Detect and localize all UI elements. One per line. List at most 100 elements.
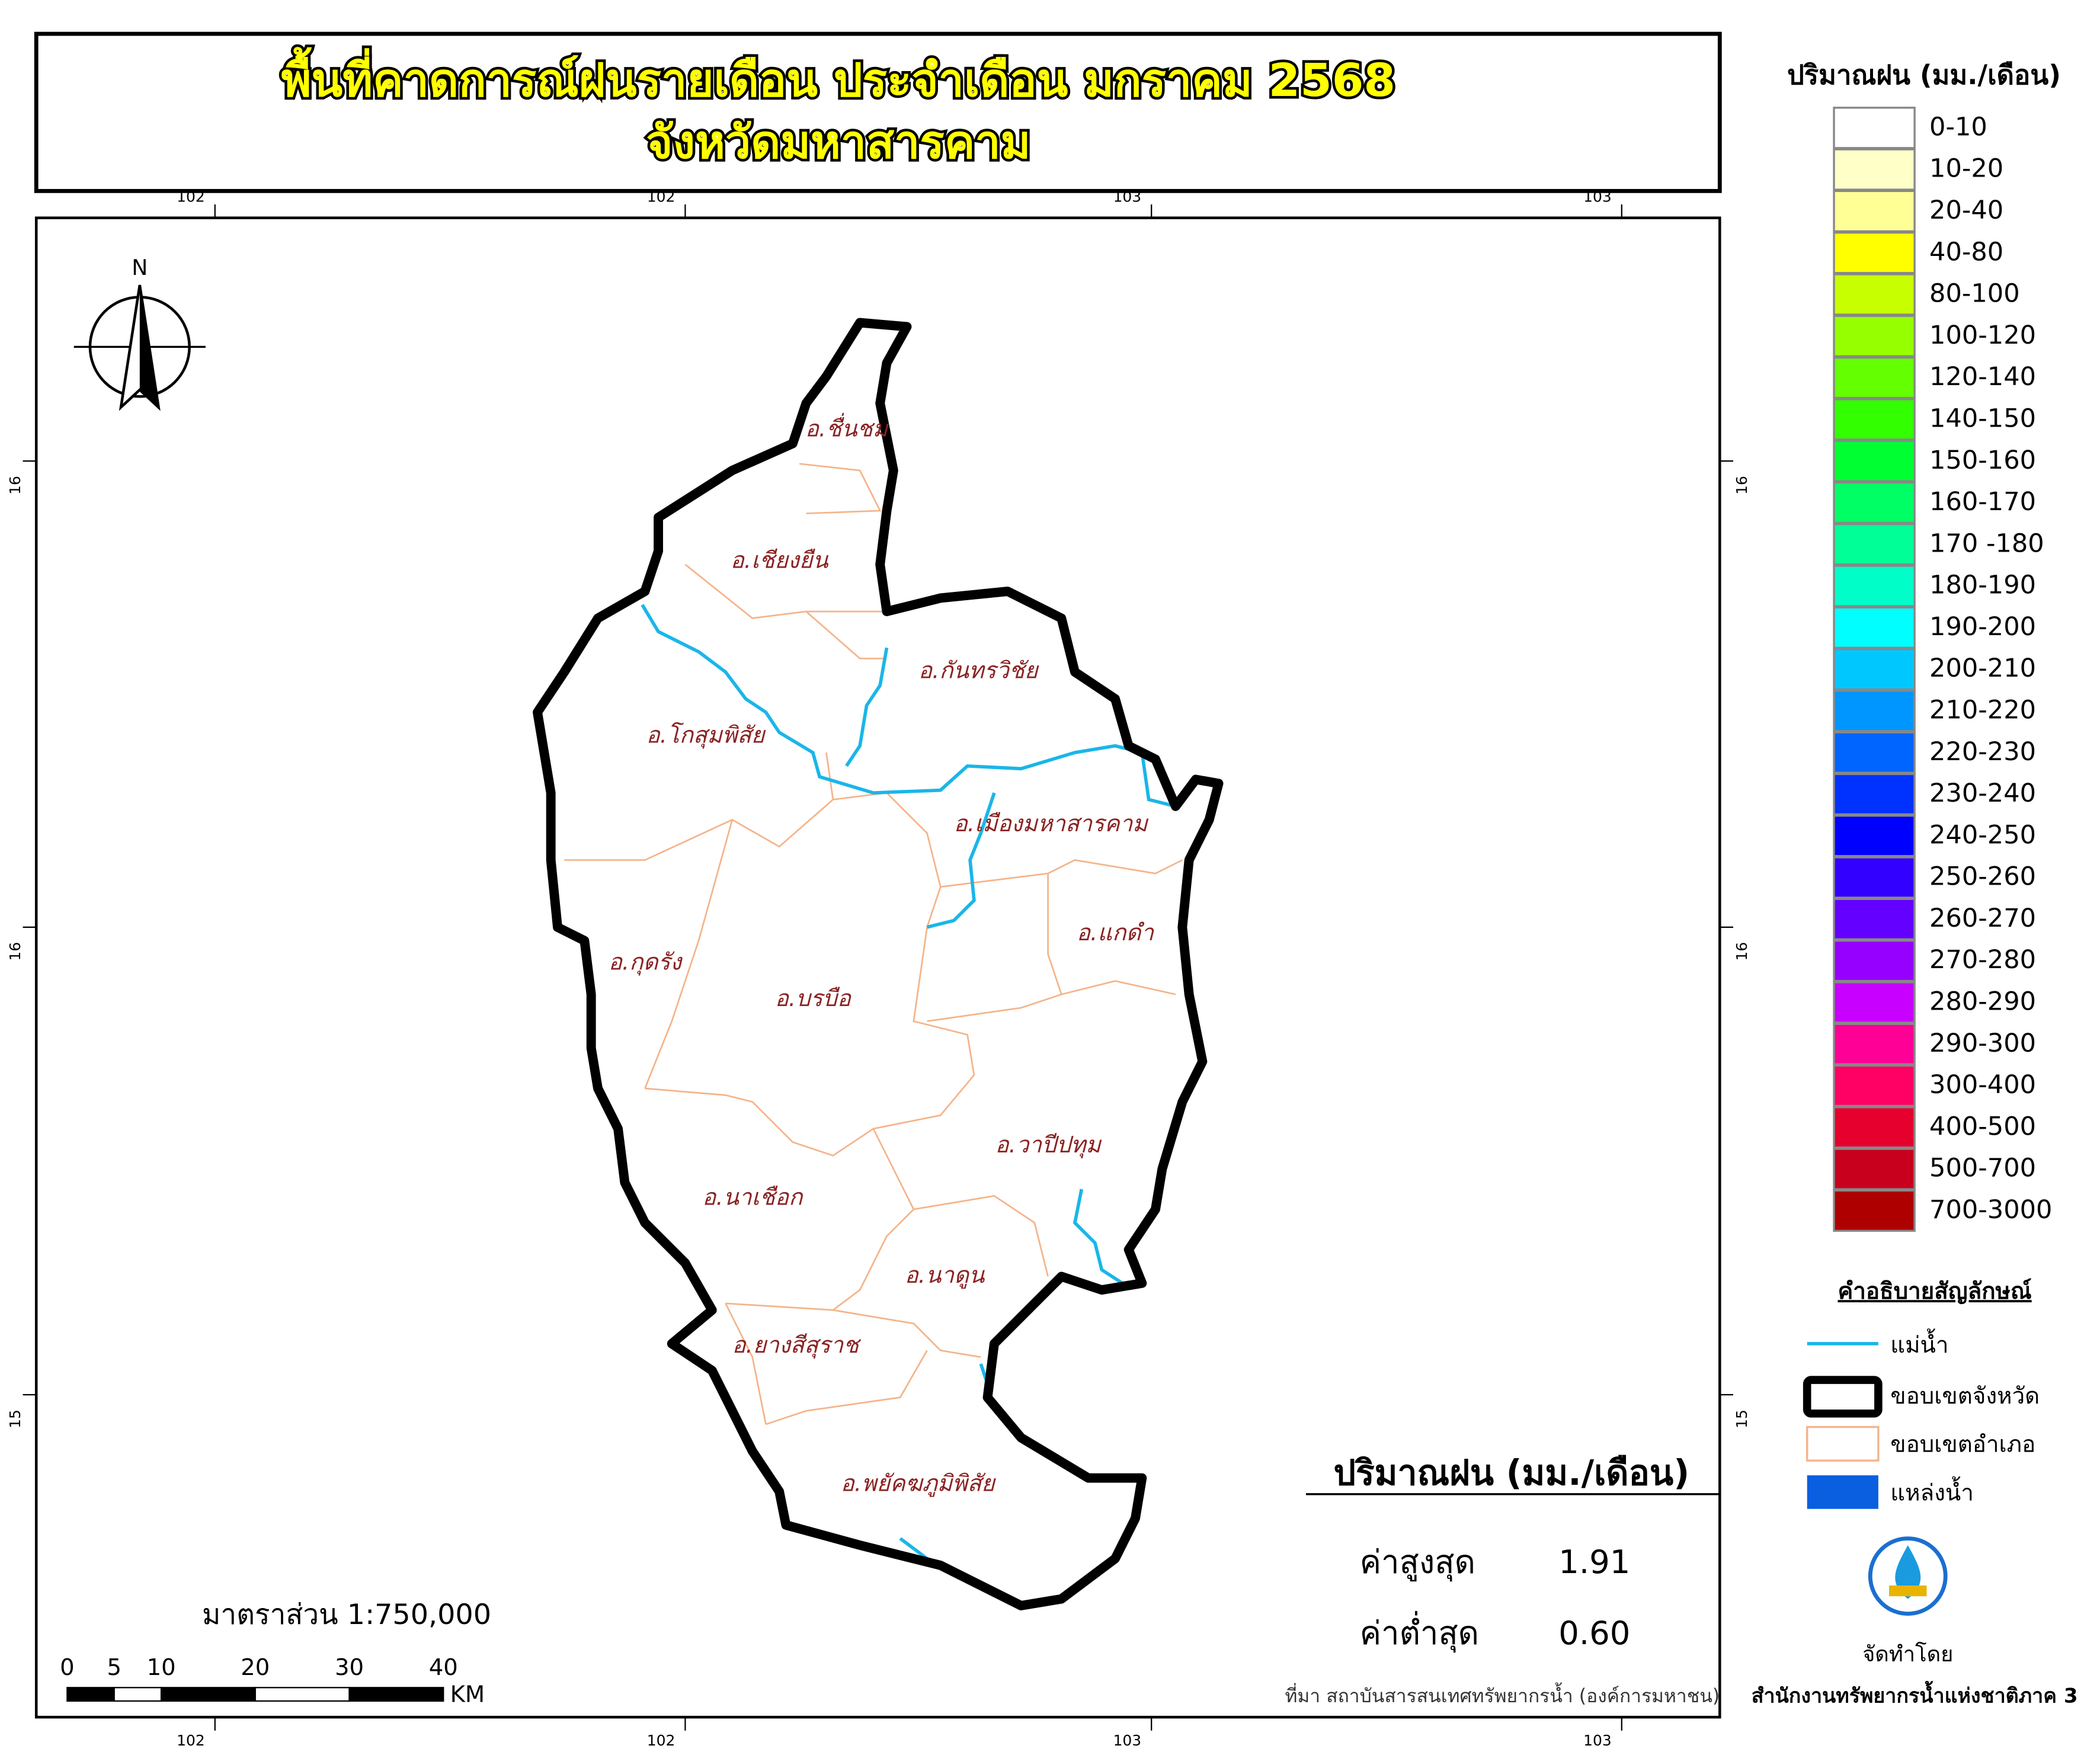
legend-swatch	[1833, 731, 1916, 774]
legend-label: 240-250	[1929, 820, 2036, 850]
legend-label: 140-150	[1929, 403, 2036, 433]
legend-swatch	[1833, 815, 1916, 857]
legend-label: 40-80	[1929, 237, 2003, 267]
legend-swatch	[1833, 898, 1916, 941]
legend-label: 230-240	[1929, 779, 2036, 808]
legend-label: 290-300	[1929, 1029, 2036, 1058]
title-box	[34, 31, 1722, 193]
legend-swatch	[1833, 1148, 1916, 1190]
legend-label: 160-170	[1929, 487, 2036, 517]
scale-tick-label: 5	[107, 1654, 121, 1681]
legend-swatch	[1833, 773, 1916, 816]
district-label: อ.พยัคฆภูมิพิสัย	[841, 1470, 996, 1497]
legend-swatch	[1833, 690, 1916, 732]
symbol-label: แม่น้ำ	[1890, 1328, 1948, 1359]
scale-tick-label: 40	[429, 1654, 458, 1681]
district-symbol	[1806, 1426, 1880, 1462]
logo	[1868, 1536, 1948, 1616]
min-label: ค่าต่ำสุด	[1360, 1611, 1479, 1653]
lat-label: 16	[7, 942, 24, 961]
scale-segment	[254, 1687, 350, 1702]
legend-label: 190-200	[1929, 612, 2036, 642]
symbol-label: ขอบเขตอำเภอ	[1890, 1431, 2035, 1458]
legend-swatch	[1833, 648, 1916, 691]
symbol-label: ขอบเขตจังหวัด	[1890, 1383, 2040, 1410]
lat-label: 16	[1733, 942, 1750, 961]
symbol-legend-title: คำอธิบายสัญลักษณ์	[1838, 1278, 2032, 1305]
lat-label: 16	[7, 476, 24, 495]
legend-swatch	[1833, 440, 1916, 482]
legend-swatch	[1833, 190, 1916, 233]
scale-tick-label: 0	[60, 1654, 75, 1681]
lat-label: 16	[1733, 476, 1750, 495]
symbol-legend: คำอธิบายสัญลักษณ์ แม่น้ำ ขอบเขตจังหวัด ข…	[1803, 1278, 2040, 1509]
north-arrow: N	[73, 255, 206, 411]
legend-swatch	[1833, 1106, 1916, 1149]
graticule: 102 102 102 102 103 103 103 103 16 16 16 16 15 15	[7, 188, 1750, 1749]
legend-swatch	[1833, 1023, 1916, 1065]
lon-label: 102	[647, 1732, 676, 1749]
stats-box: ปริมาณฝน (มม./เดือน) ค่าสูงสุด 1.91 ค่าต…	[1305, 1452, 1720, 1653]
legend-label: 500-700	[1929, 1154, 2036, 1183]
district-label: อ.วาปีปทุม	[995, 1132, 1102, 1159]
scale-segment	[160, 1687, 256, 1702]
legend-label: 300-400	[1929, 1070, 2036, 1100]
legend-label: 10-20	[1929, 154, 2003, 184]
legend-swatch	[1833, 148, 1916, 191]
legend-swatch	[1833, 565, 1916, 607]
scale-segment	[113, 1687, 162, 1702]
scale-tick-label: 10	[147, 1654, 176, 1681]
title-line: จังหวัดมหาสารคาม	[646, 116, 1030, 169]
district-label: อ.เมืองมหาสารคาม	[954, 811, 1150, 837]
district-boundaries	[564, 463, 1183, 1426]
legend-label: 100-120	[1929, 321, 2036, 350]
rain-legend: ปริมาณฝน (มม./เดือน) 0-10 10-20 20-40 40-80…	[1787, 59, 2061, 1232]
lon-label: 103	[1583, 188, 1612, 206]
legend-label: 200-210	[1929, 654, 2036, 683]
legend-swatch	[1833, 231, 1916, 274]
rivers	[641, 604, 1176, 1560]
legend-label: 20-40	[1929, 196, 2003, 225]
district-label: อ.นาดูน	[905, 1262, 985, 1289]
legend-swatch	[1833, 981, 1916, 1024]
province-boundary	[533, 318, 1224, 1610]
min-value: 0.60	[1558, 1614, 1630, 1652]
legend-swatch	[1833, 606, 1916, 649]
legend-swatch	[1833, 398, 1916, 441]
district-label: อ.บรบือ	[775, 985, 852, 1012]
lon-label: 102	[177, 188, 205, 206]
lat-label: 15	[7, 1410, 24, 1428]
lon-label: 102	[177, 1732, 205, 1749]
waterbody-symbol	[1807, 1475, 1878, 1509]
lon-label: 102	[647, 188, 676, 206]
lat-label: 15	[1733, 1410, 1750, 1428]
district-label: อ.ยางสีสุราช	[732, 1332, 862, 1359]
province-symbol	[1803, 1376, 1883, 1418]
made-by: จัดทำโดย	[1862, 1641, 1953, 1667]
north-label: N	[132, 255, 148, 280]
scale-segment	[348, 1687, 444, 1702]
lon-label: 103	[1113, 1732, 1142, 1749]
district-label: อ.ชื่นชม	[805, 412, 889, 442]
legend-label: 80-100	[1929, 279, 2020, 309]
scale-text: มาตราส่วน 1:750,000	[202, 1599, 491, 1631]
agency: สำนักงานทรัพยากรน้ำแห่งชาติภาค 3	[1752, 1681, 2078, 1708]
legend-label: 260-270	[1929, 904, 2036, 933]
district-label: อ.เชียงยืน	[731, 547, 830, 574]
scale-segment	[66, 1687, 115, 1702]
scale-unit: KM	[450, 1681, 485, 1708]
scale-tick-label: 20	[241, 1654, 270, 1681]
legend-swatch	[1833, 481, 1916, 524]
map-frame	[34, 216, 1721, 1719]
legend-swatch	[1833, 315, 1916, 357]
title-line: พื้นที่คาดการณ์ฝนรายเดือน ประจำเดือน มกร…	[281, 47, 1395, 107]
legend-label: 700-3000	[1929, 1195, 2052, 1225]
legend-label: 180-190	[1929, 571, 2036, 600]
legend-swatch	[1833, 523, 1916, 566]
legend-swatch	[1833, 273, 1916, 316]
scale-tick-label: 30	[335, 1654, 364, 1681]
lon-label: 103	[1113, 188, 1142, 206]
legend-swatch	[1833, 107, 1916, 149]
